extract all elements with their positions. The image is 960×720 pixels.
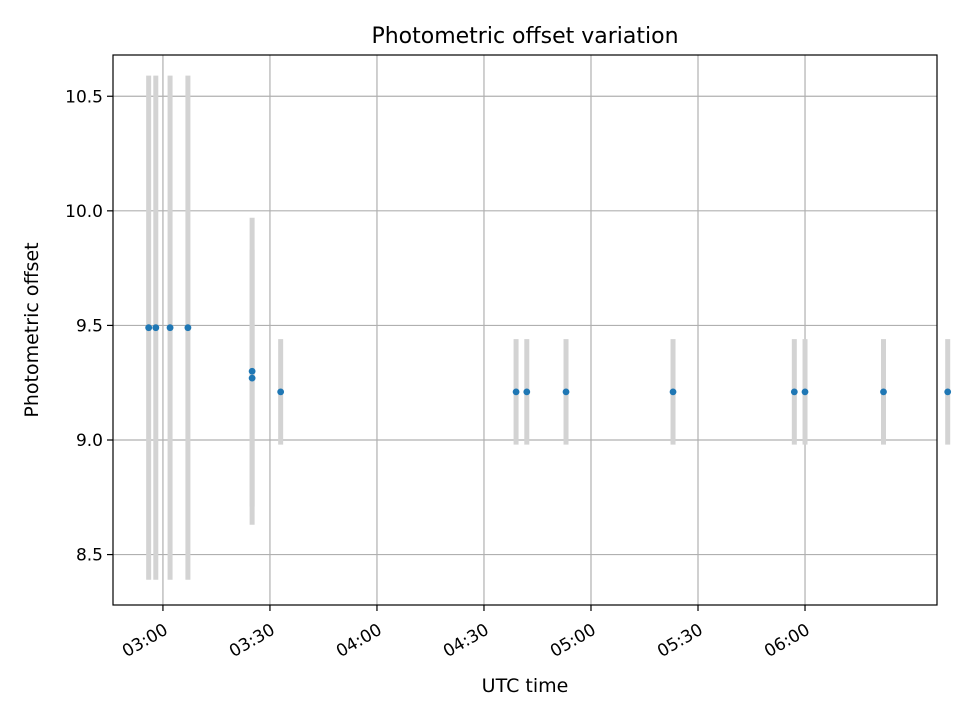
y-tick-label: 9.0 <box>76 431 103 451</box>
data-point <box>790 388 798 396</box>
chart-title: Photometric offset variation <box>371 24 678 49</box>
y-tick-label: 10.0 <box>65 202 103 222</box>
data-point <box>880 388 887 396</box>
data-point <box>166 324 174 332</box>
data-point <box>145 324 153 332</box>
data-point <box>184 324 192 332</box>
data-point <box>944 388 952 396</box>
plot-frame <box>112 54 938 606</box>
y-axis-label: Photometric offset <box>21 242 43 417</box>
data-point <box>248 367 256 375</box>
data-point <box>152 324 160 332</box>
data-point <box>277 388 285 396</box>
data-point <box>669 388 677 396</box>
x-axis-label: UTC time <box>482 675 569 697</box>
data-point <box>562 388 570 396</box>
data-point <box>512 388 520 396</box>
y-tick-label: 8.5 <box>76 546 103 566</box>
data-point <box>801 388 809 396</box>
y-tick-label: 10.5 <box>65 87 103 107</box>
data-points <box>145 324 952 396</box>
data-point <box>523 388 531 396</box>
y-tick-label: 9.5 <box>76 316 103 336</box>
data-point <box>248 374 256 382</box>
